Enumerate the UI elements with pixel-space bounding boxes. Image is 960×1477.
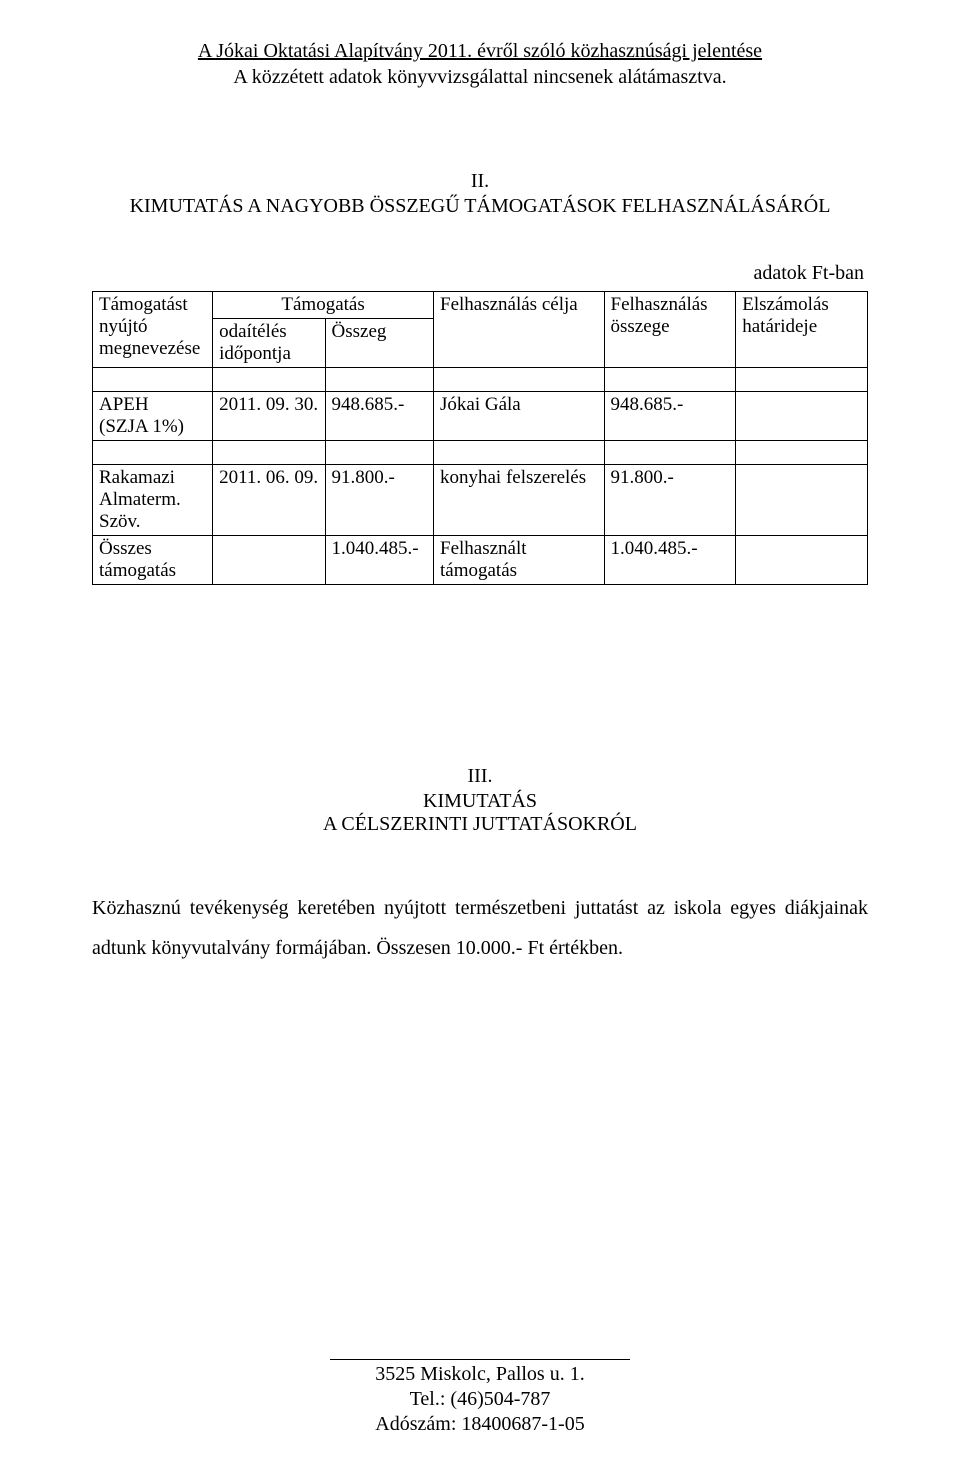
table-total-row: Összes támogatás 1.040.485.- Felhasznált… bbox=[93, 536, 868, 585]
cell-total-used: 1.040.485.- bbox=[604, 536, 736, 585]
page-header: A Jókai Oktatási Alapítvány 2011. évről … bbox=[92, 38, 868, 90]
section2-title: KIMUTATÁS A NAGYOBB ÖSSZEGŰ TÁMOGATÁSOK … bbox=[92, 195, 868, 218]
section3-number: III. bbox=[92, 765, 868, 788]
cell-purpose: konyhai felszerelés bbox=[434, 465, 605, 536]
cell-date: 2011. 09. 30. bbox=[213, 392, 325, 441]
footer-address: 3525 Miskolc, Pallos u. 1. bbox=[0, 1362, 960, 1387]
section3-title-2: A CÉLSZERINTI JUTTATÁSOKRÓL bbox=[92, 813, 868, 836]
section3: III. KIMUTATÁS A CÉLSZERINTI JUTTATÁSOKR… bbox=[92, 765, 868, 968]
table-row: Rakamazi Almaterm. Szöv. 2011. 06. 09. 9… bbox=[93, 465, 868, 536]
th-used-amount: Felhasználás összege bbox=[604, 292, 736, 368]
th-grant-group: Támogatás bbox=[213, 292, 434, 319]
th-grantor: Támogatást nyújtó megnevezése bbox=[93, 292, 213, 368]
cell-total-date bbox=[213, 536, 325, 585]
cell-total-amount: 1.040.485.- bbox=[325, 536, 434, 585]
grants-table: Támogatást nyújtó megnevezése Támogatás … bbox=[92, 291, 868, 585]
cell-used: 91.800.- bbox=[604, 465, 736, 536]
cell-grantor: Rakamazi Almaterm. Szöv. bbox=[93, 465, 213, 536]
cell-grantor: APEH (SZJA 1%) bbox=[93, 392, 213, 441]
page: A Jókai Oktatási Alapítvány 2011. évről … bbox=[0, 0, 960, 1477]
unit-note: adatok Ft-ban bbox=[92, 262, 868, 285]
th-deadline: Elszámolás határideje bbox=[736, 292, 868, 368]
section3-body: Közhasznú tevékenység keretében nyújtott… bbox=[92, 888, 868, 968]
table-header-row-1: Támogatást nyújtó megnevezése Támogatás … bbox=[93, 292, 868, 319]
footer-rule bbox=[330, 1359, 630, 1360]
page-footer: 3525 Miskolc, Pallos u. 1. Tel.: (46)504… bbox=[0, 1359, 960, 1437]
header-line2: A közzétett adatok könyvvizsgálattal nin… bbox=[233, 66, 726, 88]
table-row: APEH (SZJA 1%) 2011. 09. 30. 948.685.- J… bbox=[93, 392, 868, 441]
footer-phone: Tel.: (46)504-787 bbox=[0, 1387, 960, 1412]
cell-purpose: Jókai Gála bbox=[434, 392, 605, 441]
cell-total-label: Összes támogatás bbox=[93, 536, 213, 585]
section2-number: II. bbox=[92, 170, 868, 193]
cell-deadline bbox=[736, 465, 868, 536]
cell-total-deadline bbox=[736, 536, 868, 585]
th-purpose: Felhasználás célja bbox=[434, 292, 605, 368]
th-grant-date: odaítélés időpontja bbox=[213, 319, 325, 368]
th-grant-amount: Összeg bbox=[325, 319, 434, 368]
footer-tax: Adószám: 18400687-1-05 bbox=[0, 1412, 960, 1437]
cell-used: 948.685.- bbox=[604, 392, 736, 441]
table-gap-row bbox=[93, 368, 868, 392]
cell-deadline bbox=[736, 392, 868, 441]
cell-total-purpose: Felhasznált támogatás bbox=[434, 536, 605, 585]
cell-amount: 948.685.- bbox=[325, 392, 434, 441]
header-line1: A Jókai Oktatási Alapítvány 2011. évről … bbox=[198, 40, 762, 62]
section3-title-1: KIMUTATÁS bbox=[92, 790, 868, 813]
table-gap-row bbox=[93, 441, 868, 465]
cell-date: 2011. 06. 09. bbox=[213, 465, 325, 536]
cell-amount: 91.800.- bbox=[325, 465, 434, 536]
